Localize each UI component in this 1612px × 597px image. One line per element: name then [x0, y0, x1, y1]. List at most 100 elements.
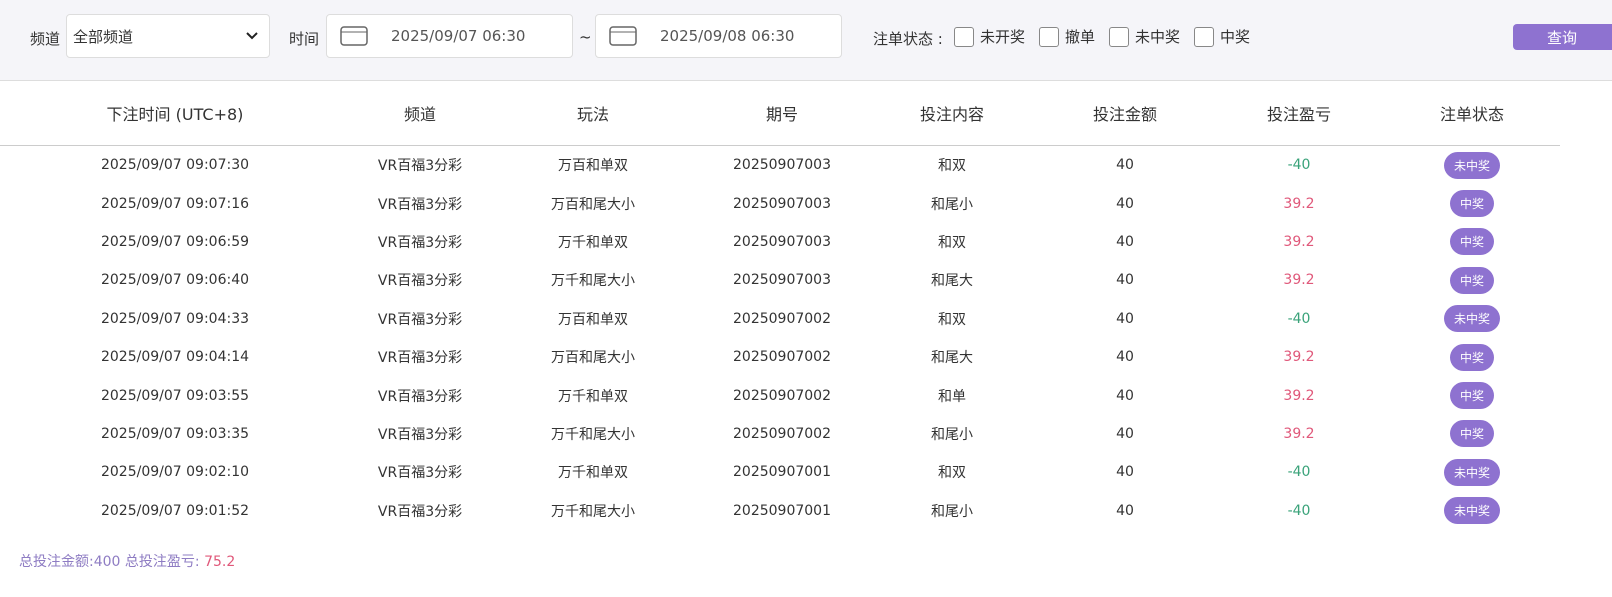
status-badge: 中奖 [1449, 382, 1494, 410]
separator: ~ [579, 28, 592, 46]
amount: 40 [1116, 464, 1134, 481]
bet-content: 和单 [938, 388, 966, 405]
bet-time: 2025/09/07 09:02:10 [100, 464, 250, 481]
amount: 40 [1116, 349, 1134, 366]
start-date[interactable]: 2025/09/07 06:30 [326, 14, 573, 58]
bet-content: 和尾大 [931, 350, 973, 367]
period: 20250907001 [733, 502, 831, 519]
row: 2025/09/07 09:04:33 VR百福3分彩 万百和单双 202509070… [0, 300, 1560, 338]
play-type: 万千和单双 [558, 465, 628, 482]
period: 20250907003 [733, 157, 831, 174]
chevron [246, 32, 258, 40]
calendar-icon [340, 26, 368, 46]
status-cell: 中奖 [1384, 338, 1560, 376]
column-header: 投注内容 [868, 81, 1036, 146]
checkbox[interactable] [1194, 26, 1215, 47]
profit: 39.2 [1283, 387, 1315, 404]
status-cell: 中奖 [1384, 223, 1560, 261]
end-value: 2025/09/08 06:30 [660, 27, 795, 45]
start-value: 2025/09/07 06:30 [391, 27, 526, 45]
amount: 40 [1116, 387, 1134, 404]
status-cell: 未中奖 [1384, 453, 1560, 491]
column-header: 投注盈亏 [1214, 81, 1384, 146]
bet-content: 和双 [938, 311, 966, 328]
row: 2025/09/07 09:06:40 VR百福3分彩 万千和尾大小 20250907… [0, 261, 1560, 299]
status-badge: 未中奖 [1443, 497, 1500, 525]
status-badge: 中奖 [1449, 343, 1494, 371]
bet-time: 2025/09/07 09:03:55 [100, 387, 250, 404]
checkbox[interactable] [954, 26, 974, 47]
period: 20250907002 [733, 425, 831, 442]
amount: 40 [1116, 310, 1134, 327]
bet-content: 和双 [938, 465, 966, 482]
bet-time: 2025/09/07 09:06:59 [100, 233, 250, 250]
period: 20250907003 [733, 195, 831, 212]
column-header: 注单状态 [1384, 81, 1560, 146]
amount-value: 400 [93, 554, 121, 570]
profit: -40 [1287, 310, 1311, 327]
row: 2025/09/07 09:01:52 VR百福3分彩 万千和尾大小 20250907… [0, 492, 1560, 530]
row: 2025/09/07 09:07:16 VR百福3分彩 万百和尾大小 20250907… [0, 184, 1560, 222]
profit-value: 75.2 [204, 554, 236, 570]
bet-time: 2025/09/07 09:01:52 [100, 502, 250, 519]
channel: VR百福3分彩 [377, 388, 463, 405]
period: 20250907003 [733, 272, 831, 289]
bet-content: 和尾小 [931, 426, 973, 443]
profit: 39.2 [1283, 233, 1315, 250]
play-type: 万百和单双 [558, 311, 628, 328]
channel: VR百福3分彩 [377, 465, 463, 482]
status-badge: 未中奖 [1443, 151, 1500, 179]
period: 20250907002 [733, 310, 831, 327]
status-cell: 中奖 [1384, 261, 1560, 299]
profit: -40 [1287, 157, 1311, 174]
status-cell: 中奖 [1384, 184, 1560, 222]
channel: VR百福3分彩 [377, 350, 463, 367]
play-type: 万千和尾大小 [551, 426, 635, 443]
channel: VR百福3分彩 [377, 234, 463, 251]
status-cell: 未中奖 [1384, 492, 1560, 530]
status-badge: 未中奖 [1443, 458, 1500, 486]
channel: VR百福3分彩 [377, 158, 463, 175]
play-type: 万百和单双 [558, 158, 628, 175]
status-badge: 未中奖 [1443, 305, 1500, 333]
amount: 40 [1116, 233, 1134, 250]
checkbox[interactable] [1039, 26, 1060, 47]
status-option[interactable]: 中奖 [1194, 26, 1250, 47]
status-option[interactable]: 未开奖 [954, 26, 1025, 47]
period: 20250907001 [733, 464, 831, 481]
play-type: 万百和尾大小 [551, 196, 635, 213]
column-header: 下注时间 (UTC+8) [0, 81, 350, 146]
status-option[interactable]: 未中奖 [1109, 26, 1180, 47]
profit: -40 [1287, 464, 1311, 481]
end-date[interactable]: 2025/09/08 06:30 [595, 14, 842, 58]
row: 2025/09/07 09:02:10 VR百福3分彩 万千和单双 202509070… [0, 453, 1560, 491]
column-header: 频道 [350, 81, 490, 146]
profit: -40 [1287, 502, 1311, 519]
bet-time: 2025/09/07 09:07:16 [100, 195, 250, 212]
status-text: 中奖 [1220, 28, 1251, 46]
period: 20250907002 [733, 349, 831, 366]
bet-time: 2025/09/07 09:06:40 [100, 272, 250, 289]
channel: VR百福3分彩 [377, 273, 463, 290]
bet-content: 和双 [938, 234, 966, 251]
status-option[interactable]: 撤单 [1039, 26, 1095, 47]
profit: 39.2 [1283, 272, 1315, 289]
bet-time: 2025/09/07 09:03:35 [100, 425, 250, 442]
search-button[interactable]: 查询 [1513, 24, 1612, 50]
status-text: 未中奖 [1135, 28, 1181, 46]
status-badge: 中奖 [1449, 266, 1494, 294]
time-label: 时间 [289, 30, 320, 48]
amount: 40 [1116, 157, 1134, 174]
channel-select[interactable]: 全部频道 [66, 14, 270, 58]
column-header: 期号 [696, 81, 868, 146]
row: 2025/09/07 09:03:35 VR百福3分彩 万千和尾大小 20250907… [0, 415, 1560, 453]
channel: VR百福3分彩 [377, 426, 463, 443]
bet-content: 和尾大 [931, 273, 973, 290]
row: 2025/09/07 09:07:30 VR百福3分彩 万百和单双 202509070… [0, 146, 1560, 185]
checkbox[interactable] [1109, 26, 1130, 47]
status-badge: 中奖 [1449, 190, 1494, 218]
play-type: 万千和单双 [558, 234, 628, 251]
play-type: 万千和尾大小 [551, 273, 635, 290]
summary: 总投注金额:400 总投注盈亏: 75.2 [19, 551, 235, 571]
